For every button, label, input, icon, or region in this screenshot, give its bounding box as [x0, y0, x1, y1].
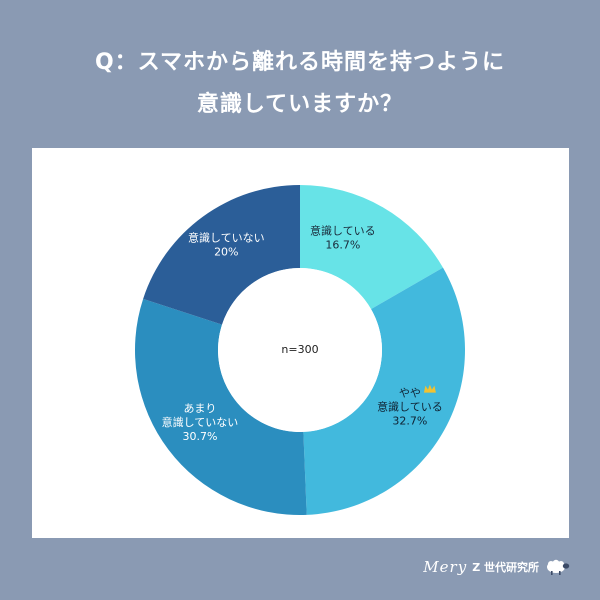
slice-labels: 意識している 16.7%やや意識している 32.7%あまり意識していない 30.7%意…: [162, 223, 443, 442]
donut-slice: [134, 298, 307, 515]
slice-category: 意識していない: [162, 415, 239, 429]
question-title: Q：スマホから離れる時間を持つように 意識していますか？: [0, 42, 600, 126]
question-line-2: 意識していますか？: [196, 92, 404, 117]
slice-category: あまり: [183, 402, 216, 415]
donut-slice: [300, 185, 443, 310]
donut-chart: n=300 意識している 16.7%やや意識している 32.7%あまり意識していない…: [134, 185, 465, 515]
donut-slices: [134, 185, 465, 515]
slice-category: やや: [399, 387, 421, 400]
slice-label: 意識している 16.7%: [310, 223, 376, 251]
slice-label: やや意識している 32.7%: [377, 387, 443, 428]
donut-hole: [218, 268, 382, 432]
slice-value: 32.7%: [392, 415, 427, 428]
slice-label: あまり意識していない 30.7%: [162, 402, 239, 443]
slice-value: 30.7%: [182, 430, 217, 443]
slice-value: 20%: [214, 245, 238, 258]
slice-category: 意識している: [310, 223, 376, 237]
brand-logo-script: Mery: [423, 558, 468, 576]
footer-brand: Mery Z 世代研究所: [423, 558, 570, 576]
chart-card: n=300 意識している 16.7% やや意識している 32.7% あまり意識していない…: [32, 148, 569, 538]
crown-icon: [423, 384, 436, 393]
donut-slice: [303, 267, 465, 515]
slice-label: 意識していない 20%: [188, 230, 265, 258]
slice-category: 意識している: [377, 400, 443, 414]
donut-slice: [143, 185, 300, 325]
brand-name: Z 世代研究所: [472, 561, 539, 574]
sheep-icon: [547, 559, 570, 575]
slice-value: 16.7%: [325, 238, 360, 251]
question-line-1: Q：スマホから離れる時間を持つように: [94, 50, 506, 75]
slice-category: 意識していない: [188, 230, 265, 244]
center-label: n=300: [281, 343, 318, 356]
